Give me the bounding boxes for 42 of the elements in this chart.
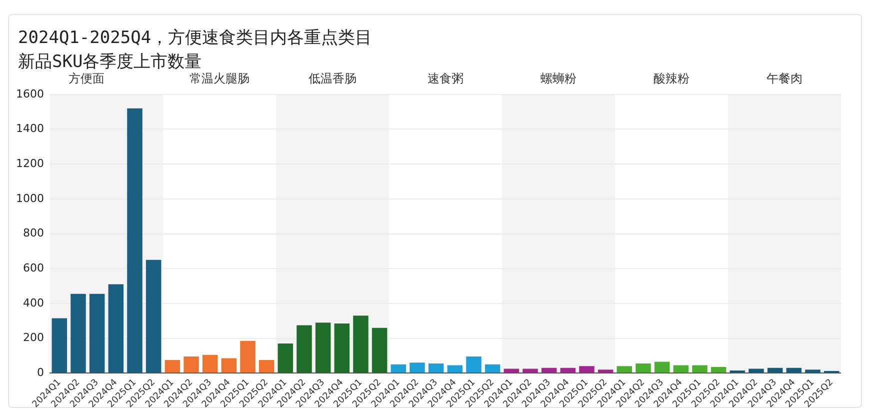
chart-title: 螺蛳粉 <box>540 71 576 86</box>
y-tick-label: 200 <box>22 331 44 344</box>
bar <box>372 328 388 373</box>
text: 2024Q1-2025Q4，方便速食类目内各重点类目 <box>18 27 372 50</box>
bar <box>447 365 463 373</box>
bar <box>221 358 237 373</box>
bar <box>315 322 331 373</box>
bar <box>334 323 350 373</box>
y-tick-label: 1000 <box>16 192 44 205</box>
text: 新品SKU各季度上市数量 <box>18 52 202 72</box>
bar <box>146 260 162 373</box>
y-tick-label: 800 <box>22 226 44 240</box>
bar <box>484 364 500 373</box>
chart-title: 方便面 <box>68 71 104 86</box>
bar <box>202 354 218 373</box>
y-tick-label: 1400 <box>16 122 44 136</box>
bar <box>428 364 444 373</box>
y-tick-label: 600 <box>22 261 44 274</box>
chart-title: 酸辣粉 <box>654 71 690 86</box>
bar <box>296 325 312 373</box>
bar <box>52 318 68 373</box>
bar <box>258 360 274 373</box>
bar <box>240 340 256 373</box>
bar <box>89 294 105 373</box>
chart-title: 常温火腿肠 <box>190 71 250 86</box>
bar <box>127 108 142 373</box>
y-tick-label: 400 <box>22 296 44 310</box>
y-tick-label: 1200 <box>16 156 44 170</box>
chart-title: 速食粥 <box>428 71 464 86</box>
bar <box>184 356 199 373</box>
y-tick-label: 1600 <box>16 87 44 100</box>
y-tick-label: 0 <box>36 366 44 379</box>
bar <box>278 343 294 373</box>
bar <box>410 362 425 373</box>
bar <box>466 356 482 373</box>
bar <box>108 284 124 373</box>
chart-title: 低温香肠 <box>308 71 356 86</box>
chart-title: 午餐肉 <box>766 71 802 86</box>
bar <box>353 316 368 373</box>
bar <box>390 364 406 373</box>
bar <box>164 360 180 373</box>
bar <box>70 294 86 373</box>
